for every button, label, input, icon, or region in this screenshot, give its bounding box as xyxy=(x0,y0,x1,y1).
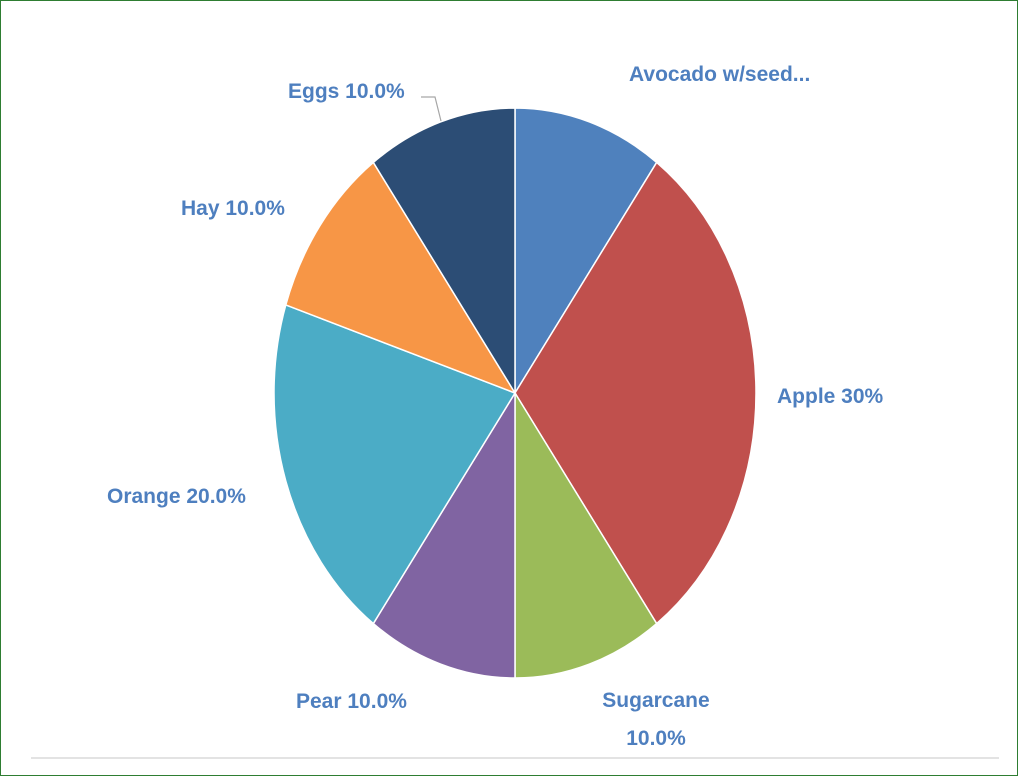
pie-slices xyxy=(273,107,757,679)
pie-slice-pear xyxy=(372,390,516,679)
slice-label-sugarcane-line2: 10.0% xyxy=(626,727,686,750)
slice-label-avocado-w-seed: Avocado w/seed... xyxy=(629,63,810,86)
pie-slice-orange xyxy=(273,303,517,625)
slice-label-sugarcane-line1: Sugarcane xyxy=(602,689,709,712)
slice-label-hay: Hay 10.0% xyxy=(181,197,285,220)
slice-label-eggs: Eggs 10.0% xyxy=(288,80,405,103)
slice-label-apple: Apple 30% xyxy=(777,385,884,408)
pie-slice-hay xyxy=(284,161,517,395)
slice-label-pear: Pear 10.0% xyxy=(296,690,407,713)
pie-slice-sugarcane xyxy=(514,390,658,679)
pie-slice-eggs xyxy=(372,107,516,396)
eggs-leader-line xyxy=(421,96,442,122)
pie-slice-apple xyxy=(514,161,757,625)
pie-slice-avocado-w-seed xyxy=(514,107,658,396)
bottom-divider xyxy=(31,757,999,759)
slice-label-orange: Orange 20.0% xyxy=(107,485,246,508)
slice-labels: Avocado w/seed... Apple 30% Sugarcane 10.0%… xyxy=(107,63,884,750)
